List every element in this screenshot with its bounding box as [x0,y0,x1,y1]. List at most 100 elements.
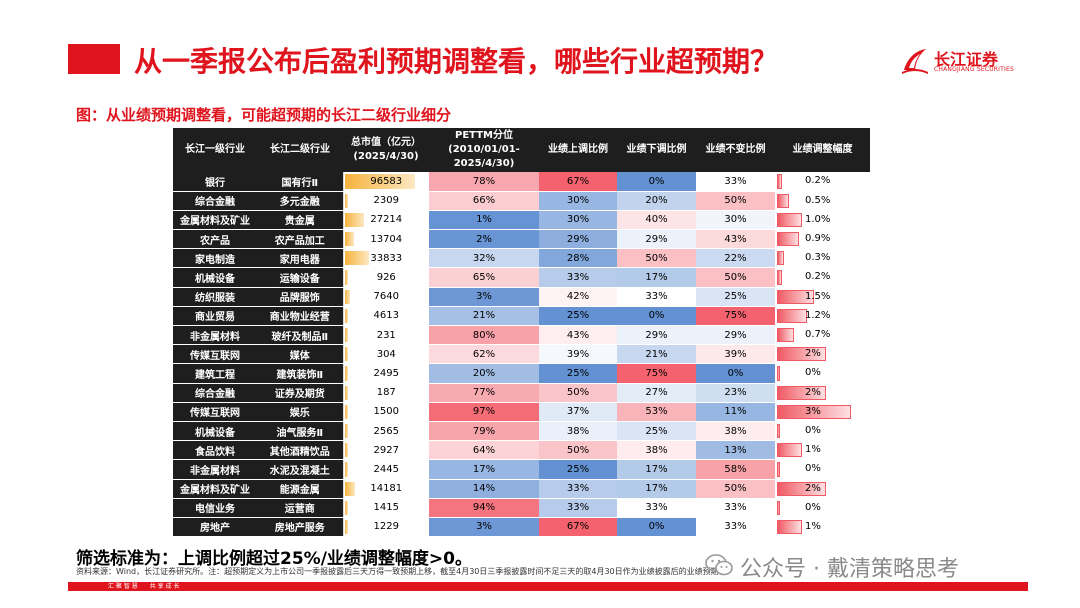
cell-downgrade-ratio: 75% [617,363,696,384]
cell-pe-percentile: 94% [429,498,539,518]
table-row: 机械设备 运输设备 926 65% 33% 17% 50% 0.2% [173,267,870,288]
cell-l2-industry: 玻纤及制品Ⅱ [257,325,343,346]
cell-adjustment-magnitude: 0.2% [775,172,870,192]
cell-unchanged-ratio: 29% [696,325,775,346]
table-row: 非金属材料 水泥及混凝土 2445 17% 25% 17% 58% 0% [173,459,870,480]
market-cap-value: 2927 [373,444,399,456]
cell-market-cap: 27214 [342,210,429,231]
market-cap-bar [344,347,348,362]
header-adjustment-magnitude: 业绩调整幅度 [775,128,870,172]
cell-l1-industry: 家电制造 [173,248,257,269]
table-row: 银行 国有行Ⅱ 96583 78% 67% 0% 33% 0.2% [173,172,870,192]
cell-pe-percentile: 21% [429,306,539,327]
table-header-row: 长江一级行业 长江二级行业 总市值（亿元） (2025/4/30) PETTM分位… [173,128,870,172]
header-l1-industry: 长江一级行业 [173,128,257,172]
cell-upgrade-ratio: 33% [539,479,617,499]
cell-market-cap: 926 [342,267,429,288]
cell-l1-industry: 电信业务 [173,498,257,518]
cell-downgrade-ratio: 20% [617,191,696,211]
cell-upgrade-ratio: 38% [539,421,617,442]
market-cap-value: 1415 [373,502,399,514]
cell-downgrade-ratio: 50% [617,248,696,269]
header-pe-percentile: PETTM分位 (2010/01/01-2025/4/30) [429,128,539,172]
cell-downgrade-ratio: 0% [617,306,696,327]
adjustment-bar [777,519,802,535]
cell-market-cap: 96583 [342,172,429,192]
cell-market-cap: 1500 [342,402,429,422]
cell-downgrade-ratio: 17% [617,479,696,499]
company-logo: 长江证券 CHANGJIANG SECURITIES [900,46,1030,76]
cell-downgrade-ratio: 0% [617,172,696,192]
cell-adjustment-magnitude: 0.5% [775,191,870,211]
cell-market-cap: 304 [342,344,429,365]
adjustment-value: 2% [805,386,821,398]
market-cap-value: 187 [376,387,396,399]
cell-adjustment-magnitude: 2% [775,344,870,365]
cell-l2-industry: 运营商 [257,498,343,518]
cell-upgrade-ratio: 39% [539,344,617,365]
cell-l1-industry: 机械设备 [173,267,257,288]
cell-l2-industry: 农产品加工 [257,229,343,250]
cell-unchanged-ratio: 33% [696,517,775,538]
cell-market-cap: 7640 [342,287,429,307]
adjustment-value: 0.2% [805,175,831,186]
cell-l2-industry: 多元金融 [257,191,343,211]
table-row: 金属材料及矿业 贵金属 27214 1% 30% 40% 30% 1.0% [173,210,870,231]
table-row: 电信业务 运营商 1415 94% 33% 33% 33% 0% [173,498,870,518]
cell-downgrade-ratio: 29% [617,229,696,250]
cell-downgrade-ratio: 17% [617,267,696,288]
logo-name-cn: 长江证券 [934,50,999,69]
market-cap-bar [344,232,355,247]
market-cap-bar [344,289,351,304]
cell-l2-industry: 品牌服饰 [257,287,343,307]
cell-market-cap: 2927 [342,440,429,461]
market-cap-value: 2445 [373,463,399,475]
cell-unchanged-ratio: 39% [696,344,775,365]
adjustment-value: 2% [805,348,821,360]
cell-l2-industry: 国有行Ⅱ [257,172,343,192]
cell-l2-industry: 油气服务Ⅱ [257,421,343,442]
cell-market-cap: 14181 [342,479,429,499]
adjustment-bar [777,366,780,381]
wechat-icon [705,554,733,576]
header-market-cap: 总市值（亿元） (2025/4/30) [343,128,429,172]
footer-bar: 汇 聚 智 慧 共 享 成 长 [68,582,1028,591]
adjustment-bar [777,347,827,362]
market-cap-value: 1500 [373,406,399,418]
market-cap-bar [344,462,348,477]
cell-l1-industry: 金属材料及矿业 [173,210,257,231]
cell-pe-percentile: 77% [429,383,539,403]
source-note: 资料来源：Wind，长江证券研究所。注：超预期定义为上市公司一季报披露后三天万得… [76,567,727,576]
market-cap-bar [344,193,348,208]
cell-downgrade-ratio: 33% [617,287,696,307]
adjustment-bar [777,443,802,458]
cell-adjustment-magnitude: 0% [775,498,870,518]
cell-unchanged-ratio: 50% [696,479,775,499]
cell-unchanged-ratio: 30% [696,210,775,231]
cell-unchanged-ratio: 33% [696,498,775,518]
cell-upgrade-ratio: 25% [539,363,617,384]
footer-slogan: 汇 聚 智 慧 共 享 成 长 [108,583,180,590]
cell-adjustment-magnitude: 1.2% [775,306,870,327]
cell-pe-percentile: 62% [429,344,539,365]
cell-market-cap: 2495 [342,363,429,384]
cell-market-cap: 4613 [342,306,429,327]
adjustment-bar [777,385,827,400]
cell-market-cap: 231 [342,325,429,346]
cell-l2-industry: 娱乐 [257,402,343,422]
cell-upgrade-ratio: 33% [539,498,617,518]
market-cap-bar [344,481,355,496]
cell-l1-industry: 农产品 [173,229,257,250]
cell-upgrade-ratio: 28% [539,248,617,269]
cell-l1-industry: 非金属材料 [173,325,257,346]
cell-adjustment-magnitude: 1.5% [775,287,870,307]
cell-downgrade-ratio: 29% [617,325,696,346]
header-l2-industry: 长江二级行业 [257,128,343,172]
market-cap-bar [344,328,348,343]
adjustment-bar [777,270,782,285]
cell-market-cap: 2445 [342,459,429,480]
table-row: 综合金融 多元金融 2309 66% 30% 20% 50% 0.5% [173,191,870,211]
market-cap-bar [344,174,415,189]
cell-adjustment-magnitude: 2% [775,479,870,499]
cell-l2-industry: 贵金属 [257,210,343,231]
